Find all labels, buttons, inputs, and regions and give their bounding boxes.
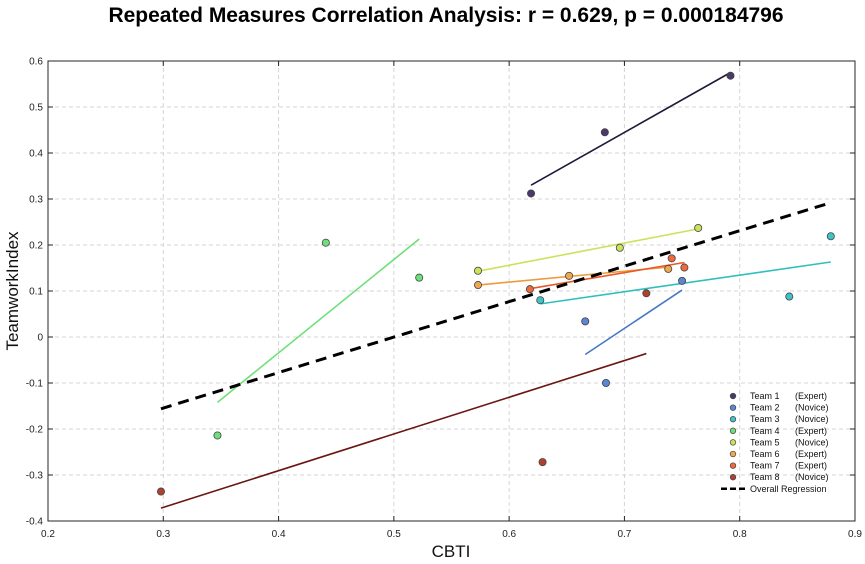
legend-label: Team 4 — [750, 426, 780, 436]
regression-line-team-2 — [584, 289, 683, 356]
legend-label: Team 3 — [750, 414, 780, 424]
legend: Team 1 (Expert) Team 2 (Novice) Team 3 (Novic… — [721, 391, 829, 494]
y-tick-label: 0.3 — [29, 195, 43, 206]
chart-title: Repeated Measures Correlation Analysis: … — [108, 4, 783, 27]
legend-group: (Expert) — [795, 461, 827, 471]
x-axis-label: CBTI — [432, 542, 471, 561]
y-tick-label: 0.5 — [29, 103, 43, 114]
data-point-team-5 — [694, 223, 703, 232]
team-regression-lines — [160, 71, 831, 509]
legend-marker — [729, 416, 737, 423]
regression-line-team-7 — [529, 261, 685, 290]
y-tick-label: 0.4 — [29, 149, 43, 160]
data-point-team-2 — [678, 276, 687, 285]
legend-marker — [729, 450, 737, 458]
x-tick-label: 0.8 — [733, 529, 747, 540]
y-tick-label: 0.1 — [29, 287, 43, 298]
y-tick-label: -0.3 — [26, 471, 44, 482]
data-point-team-6 — [565, 271, 574, 280]
legend-label: Team 1 — [750, 391, 780, 401]
data-point-team-5 — [474, 266, 483, 275]
y-tick-label: -0.2 — [26, 425, 44, 436]
legend-label: Team 8 — [750, 472, 780, 482]
data-point-team-1 — [527, 189, 536, 198]
legend-group: (Expert) — [795, 426, 827, 436]
regression-line-team-8 — [160, 352, 647, 509]
y-tick-label: 0 — [37, 333, 43, 344]
legend-group: (Novice) — [795, 414, 829, 424]
legend-label: Team 5 — [750, 437, 780, 447]
x-tick-label: 0.7 — [617, 529, 631, 540]
data-point-team-4 — [213, 431, 222, 440]
data-point-team-4 — [415, 273, 424, 282]
data-point-team-7 — [525, 285, 534, 294]
grid — [48, 61, 855, 521]
data-point-team-6 — [664, 264, 673, 273]
data-point-team-1 — [726, 71, 735, 80]
y-axis-label: TeamworkIndex — [3, 231, 22, 351]
data-point-team-7 — [680, 263, 689, 272]
legend-overall-label: Overall Regression — [750, 484, 827, 494]
data-point-team-3 — [826, 232, 835, 241]
legend-marker — [729, 404, 737, 411]
data-point-team-2 — [581, 317, 590, 326]
legend-marker — [729, 392, 737, 400]
legend-label: Team 7 — [750, 461, 780, 471]
x-tick-label: 0.3 — [156, 529, 170, 540]
x-tick-label: 0.9 — [848, 529, 862, 540]
y-tick-label: -0.4 — [26, 517, 44, 528]
overall-regression — [160, 201, 832, 411]
axes: 0.2 0.3 0.4 0.5 0.6 0.7 0.8 0.9 -0.4 -0.3 -0.2 -0.1… — [26, 57, 863, 541]
legend-group: (Expert) — [795, 391, 827, 401]
x-tick-label: 0.2 — [41, 529, 55, 540]
data-point-team-2 — [601, 378, 610, 387]
regression-line-team-5 — [477, 228, 699, 273]
data-point-team-8 — [156, 487, 165, 496]
y-tick-label: 0.2 — [29, 241, 43, 252]
data-points — [156, 71, 835, 496]
y-tick-label: -0.1 — [26, 379, 44, 390]
legend-marker — [729, 462, 737, 469]
x-tick-label: 0.5 — [387, 529, 401, 540]
data-point-team-7 — [667, 254, 676, 263]
legend-marker — [729, 427, 737, 434]
regression-line-team-1 — [530, 71, 731, 186]
y-tick-label: 0.6 — [29, 57, 43, 68]
legend-group: (Novice) — [795, 437, 829, 447]
x-tick-label: 0.4 — [272, 529, 286, 540]
data-point-team-1 — [600, 128, 609, 137]
data-point-team-3 — [785, 292, 794, 301]
data-point-team-3 — [536, 296, 545, 305]
legend-group: (Novice) — [795, 403, 829, 413]
data-point-team-8 — [538, 458, 547, 467]
legend-label: Team 2 — [750, 403, 780, 413]
legend-group: (Expert) — [795, 449, 827, 459]
legend-group: (Novice) — [795, 472, 829, 482]
data-point-team-8 — [642, 289, 651, 298]
x-tick-label: 0.6 — [502, 529, 516, 540]
regression-line-team-4 — [216, 238, 420, 403]
legend-marker — [729, 474, 737, 481]
legend-marker — [729, 439, 737, 446]
regression-line-team-3 — [540, 261, 831, 305]
legend-label: Team 6 — [750, 449, 780, 459]
data-point-team-4 — [321, 238, 330, 247]
data-point-team-5 — [615, 243, 624, 252]
data-point-team-6 — [474, 281, 483, 290]
overall-regression-line — [160, 201, 832, 411]
